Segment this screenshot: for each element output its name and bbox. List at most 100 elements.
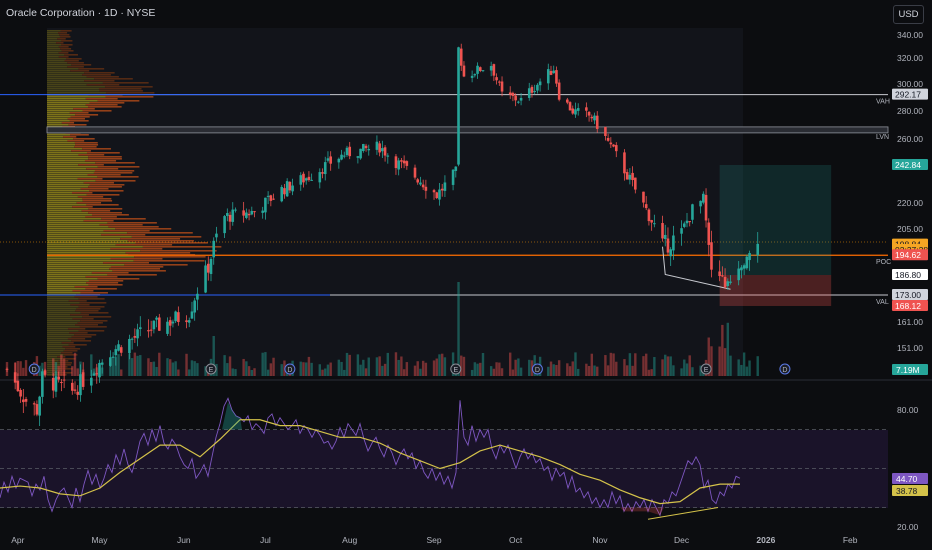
price-tag-text: 194.62 bbox=[895, 250, 921, 260]
profile-bar bbox=[82, 74, 111, 76]
volume-bar bbox=[378, 356, 381, 376]
volume-bar bbox=[631, 365, 634, 376]
candle-body bbox=[196, 293, 199, 300]
profile-bar bbox=[47, 202, 77, 204]
profile-bar bbox=[47, 360, 59, 362]
profile-bar bbox=[124, 264, 188, 266]
profile-bar bbox=[47, 212, 89, 214]
price-tags: 292.17242.84198.8402:37:28194.62186.8017… bbox=[892, 88, 928, 496]
candle-body bbox=[190, 311, 194, 319]
profile-bar bbox=[47, 68, 79, 70]
profile-bar bbox=[47, 302, 80, 304]
volume-bar bbox=[672, 365, 675, 376]
volume-bar bbox=[726, 322, 729, 376]
volume-bar bbox=[519, 367, 523, 376]
candle-body bbox=[748, 252, 751, 261]
candle-body bbox=[261, 210, 264, 213]
profile-bar bbox=[105, 96, 154, 98]
profile-bar bbox=[97, 100, 140, 102]
volume-bar bbox=[73, 352, 77, 376]
candle-body bbox=[680, 228, 683, 234]
candle-body bbox=[152, 320, 156, 330]
candle-body bbox=[57, 376, 60, 380]
time-tick-label: Oct bbox=[509, 535, 523, 545]
rsi-ma-line bbox=[0, 419, 740, 505]
long-position-tool[interactable] bbox=[662, 165, 832, 306]
volume-bar bbox=[435, 358, 438, 376]
candle-body bbox=[310, 179, 313, 181]
profile-bar bbox=[57, 356, 66, 358]
candle-body bbox=[114, 349, 118, 356]
profile-bar bbox=[47, 312, 81, 314]
volume-bar bbox=[136, 355, 139, 376]
profile-bar bbox=[98, 88, 142, 90]
profit-zone bbox=[719, 165, 832, 275]
profile-bar bbox=[47, 44, 62, 46]
candle-body bbox=[419, 182, 422, 185]
profile-bar bbox=[47, 348, 66, 350]
candle-body bbox=[5, 368, 9, 370]
candle-body bbox=[644, 204, 648, 209]
profile-bar bbox=[63, 350, 78, 352]
currency-button[interactable]: USD bbox=[893, 5, 924, 24]
candle-body bbox=[571, 108, 575, 114]
profile-bar bbox=[47, 258, 111, 260]
profile-bar bbox=[47, 244, 116, 246]
volume-bar bbox=[470, 369, 474, 376]
profile-bar bbox=[47, 116, 71, 118]
volume-bar bbox=[680, 368, 683, 376]
profile-bar bbox=[68, 124, 87, 126]
candle-body bbox=[158, 317, 161, 331]
profile-bar bbox=[86, 76, 119, 78]
candle-body bbox=[13, 372, 17, 383]
volume-bar bbox=[149, 362, 153, 376]
volume-bar bbox=[169, 359, 172, 376]
candle-body bbox=[435, 192, 439, 199]
rsi-value-tag: 44.70 bbox=[892, 473, 928, 484]
volume-bar bbox=[462, 356, 466, 376]
profile-bar bbox=[47, 248, 111, 250]
volume-bar bbox=[489, 366, 493, 376]
volume-bar bbox=[24, 360, 28, 376]
volume-bar bbox=[204, 366, 207, 376]
profile-bar bbox=[88, 106, 122, 108]
profile-bar bbox=[80, 312, 109, 314]
price-axis[interactable]: 161.00 205.00 220.00 260.00 280.00 300.00 320.… bbox=[897, 30, 923, 532]
candle-body bbox=[514, 95, 517, 101]
candle-body bbox=[508, 92, 512, 95]
volume-bar bbox=[451, 352, 455, 376]
profile-bar bbox=[109, 268, 160, 270]
profile-bar bbox=[47, 102, 90, 104]
candle-body bbox=[340, 154, 343, 160]
profile-bar bbox=[112, 270, 166, 272]
profile-bar bbox=[60, 30, 72, 32]
candle-body bbox=[111, 356, 115, 358]
profile-bar bbox=[47, 140, 68, 142]
dividend-marker bbox=[284, 363, 296, 375]
candle-body bbox=[348, 146, 352, 157]
candle-body bbox=[432, 190, 436, 193]
profile-bar bbox=[47, 38, 58, 40]
profile-bar bbox=[47, 54, 65, 56]
volume-bar bbox=[669, 356, 672, 376]
profile-bar bbox=[74, 286, 98, 288]
profile-bar bbox=[47, 268, 110, 270]
volume-bar bbox=[596, 366, 599, 376]
profile-bar bbox=[88, 280, 124, 282]
profile-bar bbox=[47, 84, 87, 86]
event-marker-text: D bbox=[32, 367, 37, 374]
profile-bar bbox=[47, 142, 75, 144]
profile-bar bbox=[77, 196, 104, 198]
profile-bar bbox=[91, 272, 129, 274]
symbol-title[interactable]: Oracle Corporation · 1D · NYSE bbox=[6, 7, 156, 19]
time-axis[interactable]: Apr May Jun Jul Aug Sep Oct Nov Dec 2026 Feb bbox=[11, 535, 858, 545]
profile-bar bbox=[75, 144, 99, 146]
candle-body bbox=[375, 141, 379, 150]
profile-bar bbox=[131, 236, 202, 238]
profile-bar bbox=[47, 278, 98, 280]
profile-bar bbox=[89, 102, 125, 104]
volume-bar bbox=[152, 361, 156, 376]
profile-bar bbox=[63, 354, 78, 356]
